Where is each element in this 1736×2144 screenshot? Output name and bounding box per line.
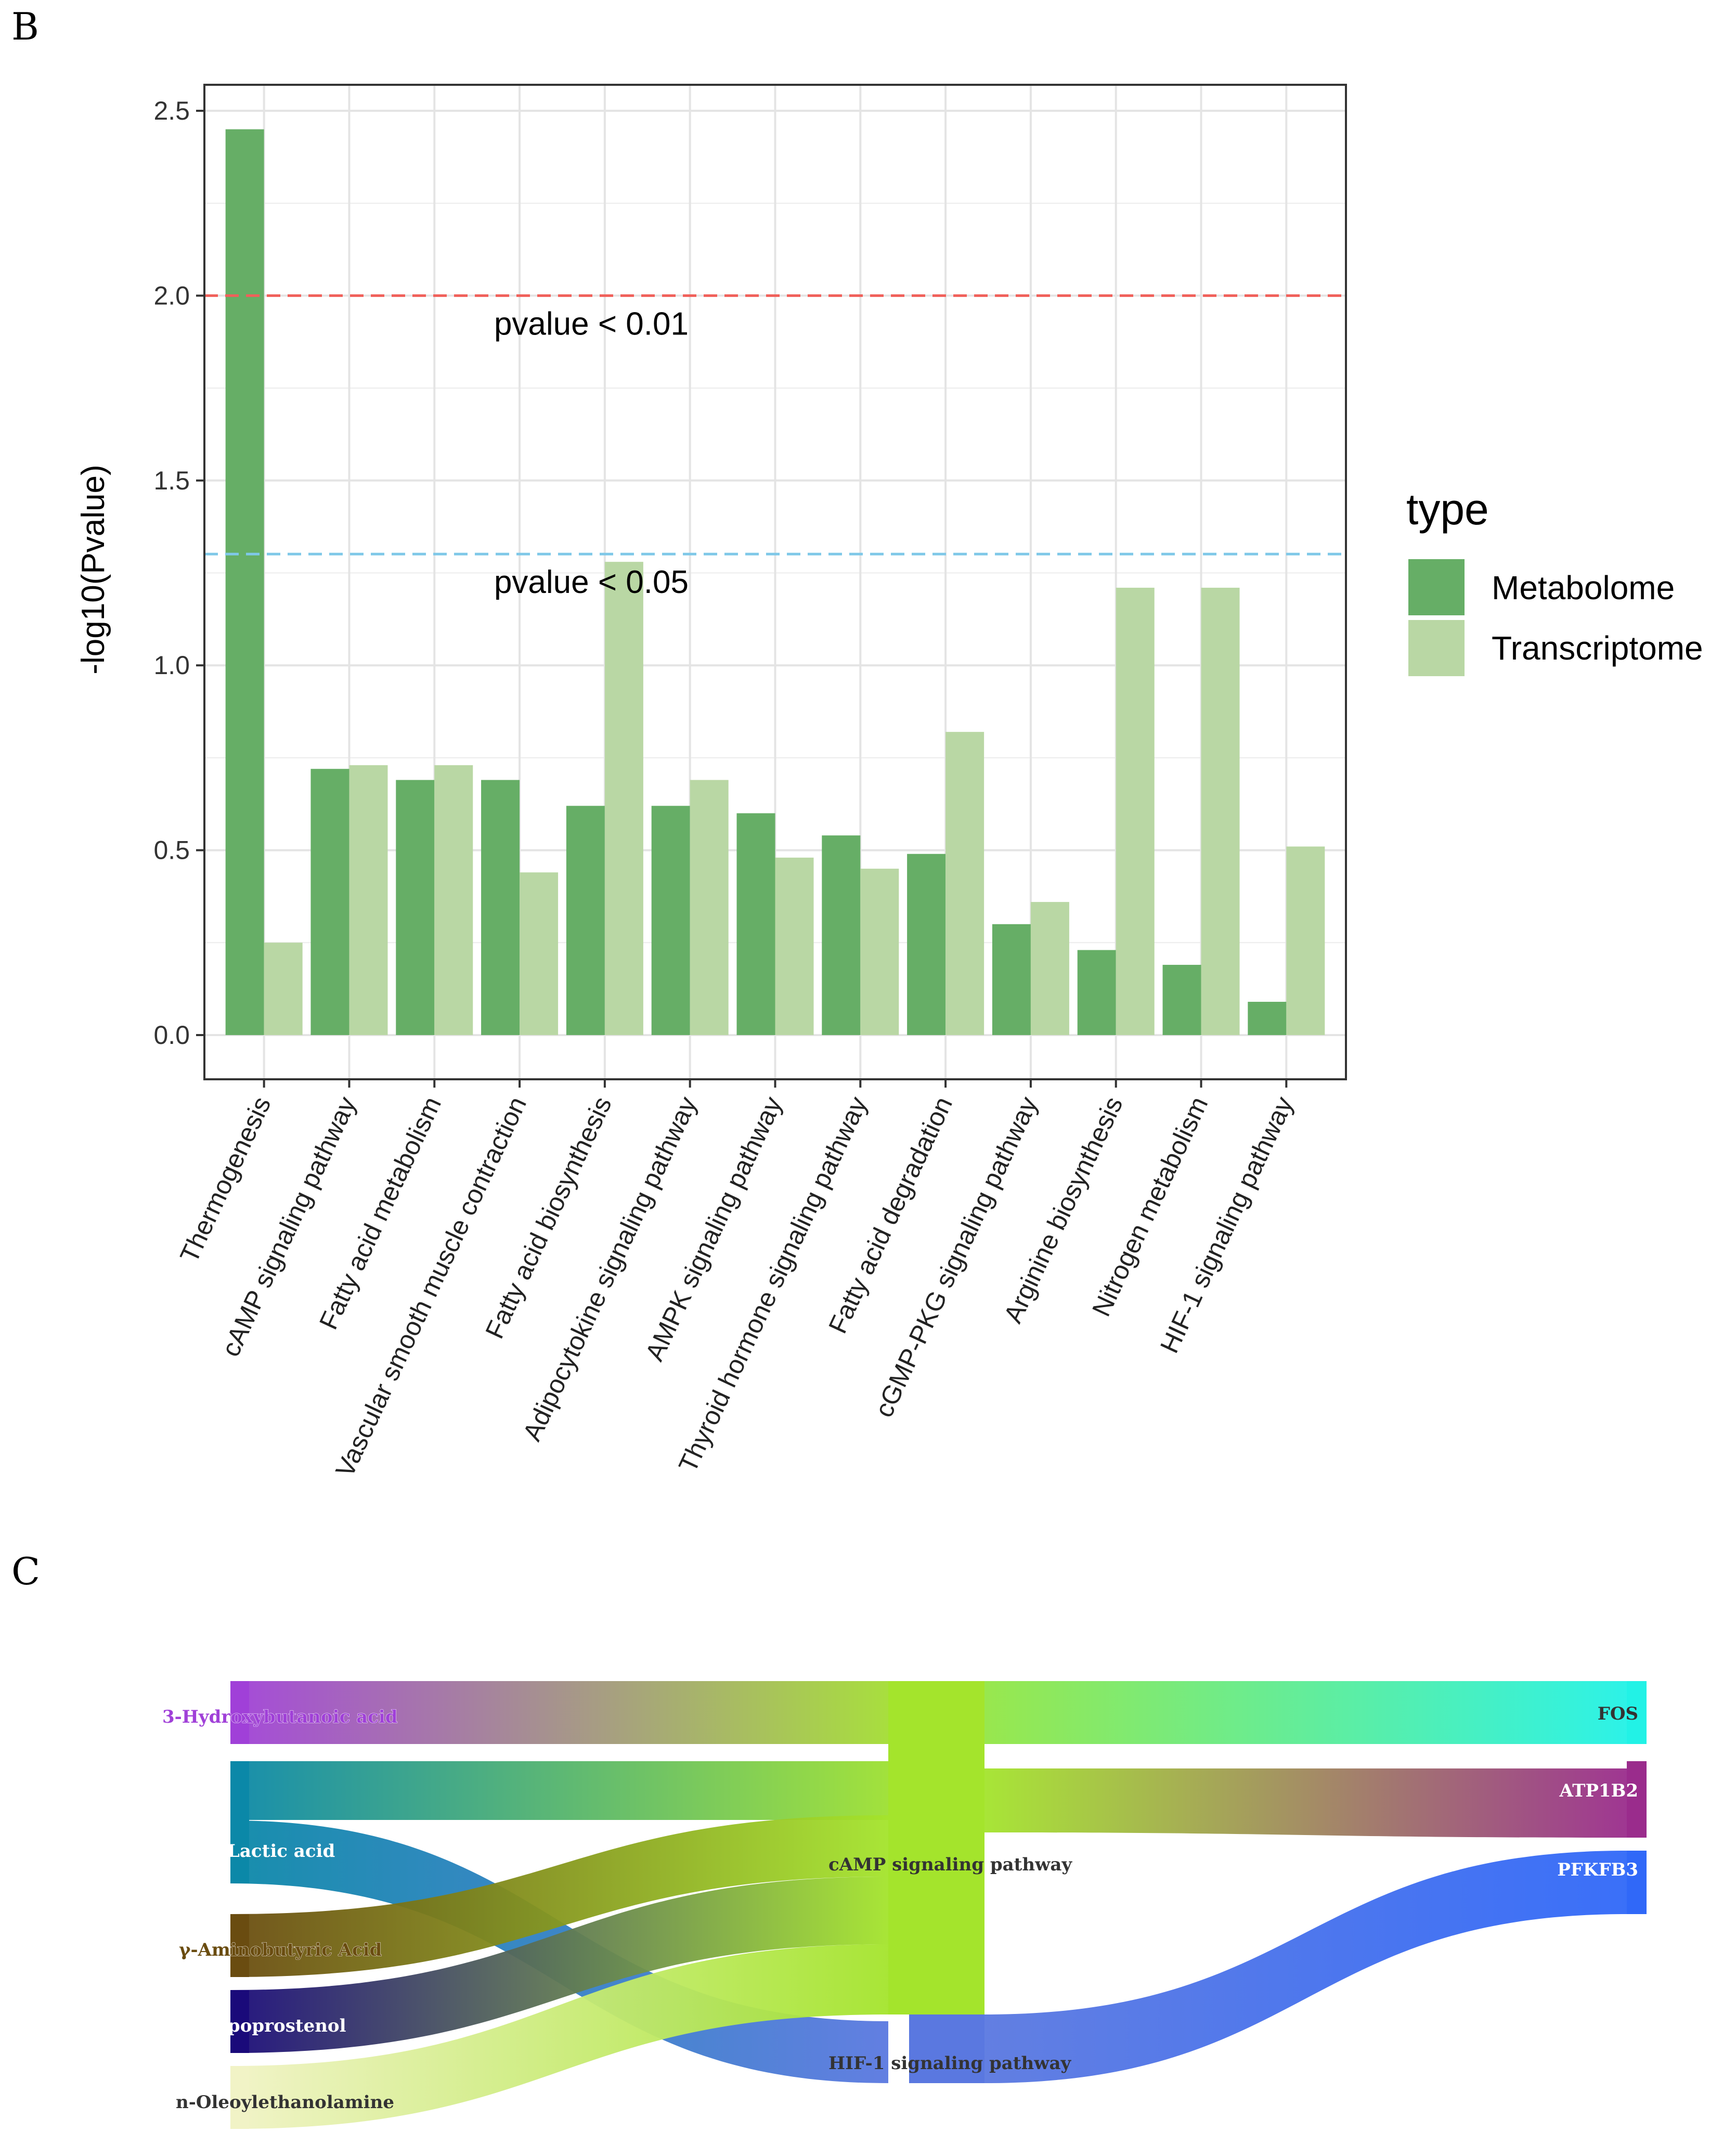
x-tick-label: Adipocytokine signaling pathway	[517, 1092, 702, 1445]
y-tick-label: 2.0	[153, 281, 190, 310]
sankey-node-source-4	[230, 2066, 249, 2129]
x-tick-label: Thermogenesis	[174, 1092, 276, 1267]
sankey-node-source-1	[230, 1761, 249, 1883]
bar-metabolome-8	[907, 854, 946, 1035]
sankey-link-camp-atp1b2	[984, 1768, 1627, 1838]
bar-chart: pvalue < 0.01 pvalue < 0.05 0.0 0.5 1.0 1.5 2…	[75, 84, 1703, 1481]
bar-transcriptome-3	[520, 872, 559, 1035]
threshold-label-0: pvalue < 0.01	[494, 306, 689, 342]
legend-key-metabolome	[1408, 559, 1465, 615]
bar-transcriptome-12	[1286, 846, 1325, 1035]
bar-transcriptome-7	[860, 869, 899, 1035]
bar-metabolome-2	[396, 780, 435, 1035]
sankey-label-source-3: Epoprostenol	[214, 2016, 346, 2036]
bars	[225, 129, 1325, 1035]
threshold-label-1: pvalue < 0.05	[494, 564, 689, 600]
y-tick-label: 0.0	[153, 1021, 190, 1050]
bar-transcriptome-11	[1201, 587, 1240, 1035]
sankey-link-oleoylethanolamine-camp	[230, 1944, 888, 2129]
bar-transcriptome-6	[775, 857, 814, 1035]
sankey-link-3-hydroxybutanoic-camp	[230, 1681, 919, 1744]
sankey-node-camp	[888, 1681, 984, 2014]
sankey-node-target-2	[1627, 1851, 1647, 1914]
sankey-labels: 3-Hydroxybutanoic acid Lactic acid γ-Amino…	[162, 1703, 1639, 2113]
y-tick-label: 0.5	[153, 836, 190, 865]
bar-metabolome-11	[1162, 964, 1201, 1035]
sankey-label-source-4: n-Oleoylethanolamine	[176, 2092, 394, 2113]
bar-transcriptome-4	[604, 562, 643, 1035]
sankey-label-pathway-0: cAMP signaling pathway	[828, 1854, 1072, 1875]
bar-metabolome-0	[225, 129, 264, 1035]
y-axis-title: -log10(Pvalue)	[75, 464, 111, 674]
sankey-node-source-2	[230, 1914, 249, 1977]
sankey-node-hif1	[909, 2014, 984, 2083]
bar-transcriptome-0	[264, 942, 303, 1035]
sankey-node-target-0	[1627, 1681, 1647, 1744]
bar-transcriptome-5	[690, 780, 729, 1035]
bar-metabolome-7	[822, 835, 861, 1035]
legend-label-metabolome: Metabolome	[1492, 569, 1675, 606]
threshold-lines: pvalue < 0.01 pvalue < 0.05	[204, 294, 1346, 600]
bar-transcriptome-1	[349, 765, 388, 1035]
bar-metabolome-5	[651, 806, 690, 1035]
panel-label-b: B	[11, 5, 39, 48]
sankey-diagram: 3-Hydroxybutanoic acid Lactic acid γ-Amino…	[162, 1681, 1647, 2129]
y-tick-label: 1.5	[153, 466, 190, 495]
bar-metabolome-12	[1248, 1002, 1287, 1035]
sankey-links	[230, 1681, 1627, 2129]
sankey-label-source-2: γ-Aminobutyric Acid	[179, 1940, 382, 1960]
bar-metabolome-6	[736, 813, 775, 1035]
sankey-link-hif1-pfkfb3	[984, 1851, 1627, 2083]
legend-label-transcriptome: Transcriptome	[1492, 629, 1703, 667]
y-tick-label: 1.0	[153, 651, 190, 680]
sankey-link-gaba-camp	[230, 1815, 888, 1977]
panel-label-c: C	[11, 1549, 40, 1593]
bar-metabolome-4	[566, 806, 605, 1035]
sankey-label-target-2: PFKFB3	[1557, 1859, 1638, 1880]
sankey-label-source-0: 3-Hydroxybutanoic acid	[162, 1707, 398, 1727]
sankey-node-source-0	[230, 1681, 249, 1744]
sankey-nodes	[230, 1681, 1647, 2129]
legend-title: type	[1406, 485, 1489, 534]
sankey-label-source-1: Lactic acid	[227, 1841, 335, 1862]
sankey-node-source-3	[230, 1990, 249, 2053]
bar-transcriptome-2	[434, 765, 473, 1035]
y-axis: 0.0 0.5 1.0 1.5 2.0 2.5	[153, 96, 204, 1050]
bar-metabolome-10	[1077, 950, 1116, 1035]
sankey-label-pathway-1: HIF-1 signaling pathway	[828, 2053, 1072, 2074]
sankey-link-epoprostenol-camp	[230, 1877, 888, 2053]
sankey-label-target-1: ATP1B2	[1559, 1780, 1638, 1801]
bar-metabolome-3	[481, 780, 520, 1035]
bar-metabolome-9	[992, 924, 1031, 1035]
legend-key-transcriptome	[1408, 620, 1465, 676]
sankey-link-lactic-camp	[230, 1761, 919, 1820]
sankey-label-target-0: FOS	[1598, 1703, 1638, 1724]
x-tick-label: cGMP-PKG signaling pathway	[869, 1092, 1043, 1422]
legend: type Metabolome Transcriptome	[1406, 485, 1703, 676]
bar-transcriptome-8	[945, 732, 984, 1035]
sankey-link-camp-fos	[888, 1681, 1627, 1744]
bar-transcriptome-10	[1116, 587, 1155, 1035]
bar-transcriptome-9	[1030, 902, 1069, 1035]
bar-metabolome-1	[310, 769, 349, 1035]
y-tick-label: 2.5	[153, 96, 190, 125]
sankey-node-target-1	[1627, 1761, 1647, 1838]
